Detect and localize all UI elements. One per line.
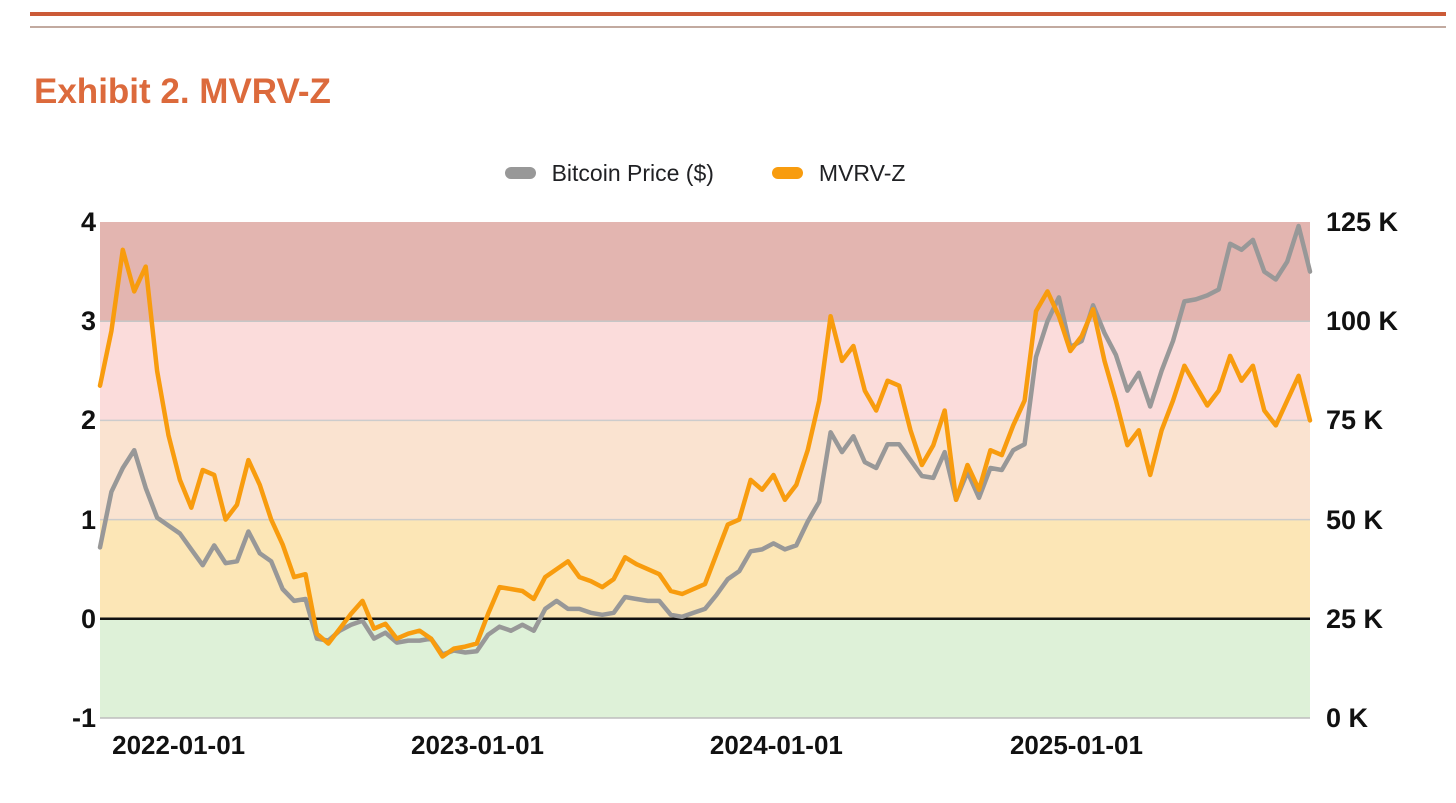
xtick-label: 2022-01-01 <box>112 730 246 760</box>
ytick-left-label: 2 <box>80 405 96 436</box>
series-mvrv-z <box>97 247 1313 659</box>
ytick-left-label: -1 <box>71 703 96 733</box>
ytick-left-label: 1 <box>80 504 96 535</box>
xtick-label: 2024-01-01 <box>709 730 843 760</box>
ytick-left-label: 3 <box>80 306 96 337</box>
legend-swatch-mvrv-z <box>771 167 803 179</box>
legend-item-bitcoin-price: Bitcoin Price ($) <box>504 159 714 187</box>
ytick-right-label: 0 K <box>1326 703 1369 733</box>
ytick-right-label: 75 K <box>1326 405 1384 436</box>
band-0-to-1 <box>100 519 1310 619</box>
ytick-right-label: 50 K <box>1326 504 1384 535</box>
band-2-to-3 <box>100 321 1310 421</box>
band-below-0 <box>100 618 1310 718</box>
legend-swatch-bitcoin-price <box>504 167 536 179</box>
page-title: Exhibit 2. MVRV-Z <box>34 72 331 111</box>
ytick-right-label: 100 K <box>1326 306 1399 337</box>
ytick-left-label: 4 <box>80 207 96 237</box>
ytick-right-label: 25 K <box>1326 603 1384 634</box>
ytick-right-label: 125 K <box>1326 207 1399 237</box>
legend-item-mvrv-z: MVRV-Z <box>771 159 906 187</box>
top-rule-secondary <box>30 26 1446 28</box>
xtick-label: 2025-01-01 <box>1009 730 1143 760</box>
chart-legend: Bitcoin Price ($) MVRV-Z <box>100 156 1310 190</box>
legend-label-bitcoin-price: Bitcoin Price ($) <box>551 159 714 186</box>
top-rule-primary <box>30 12 1446 16</box>
series-bitcoin-price <box>97 223 1313 657</box>
legend-label-mvrv-z: MVRV-Z <box>818 159 906 186</box>
ytick-left-label: 0 <box>80 603 96 634</box>
xtick-label: 2023-01-01 <box>411 730 545 760</box>
band-3-to-4 <box>100 222 1310 322</box>
band-1-to-2 <box>100 420 1310 520</box>
